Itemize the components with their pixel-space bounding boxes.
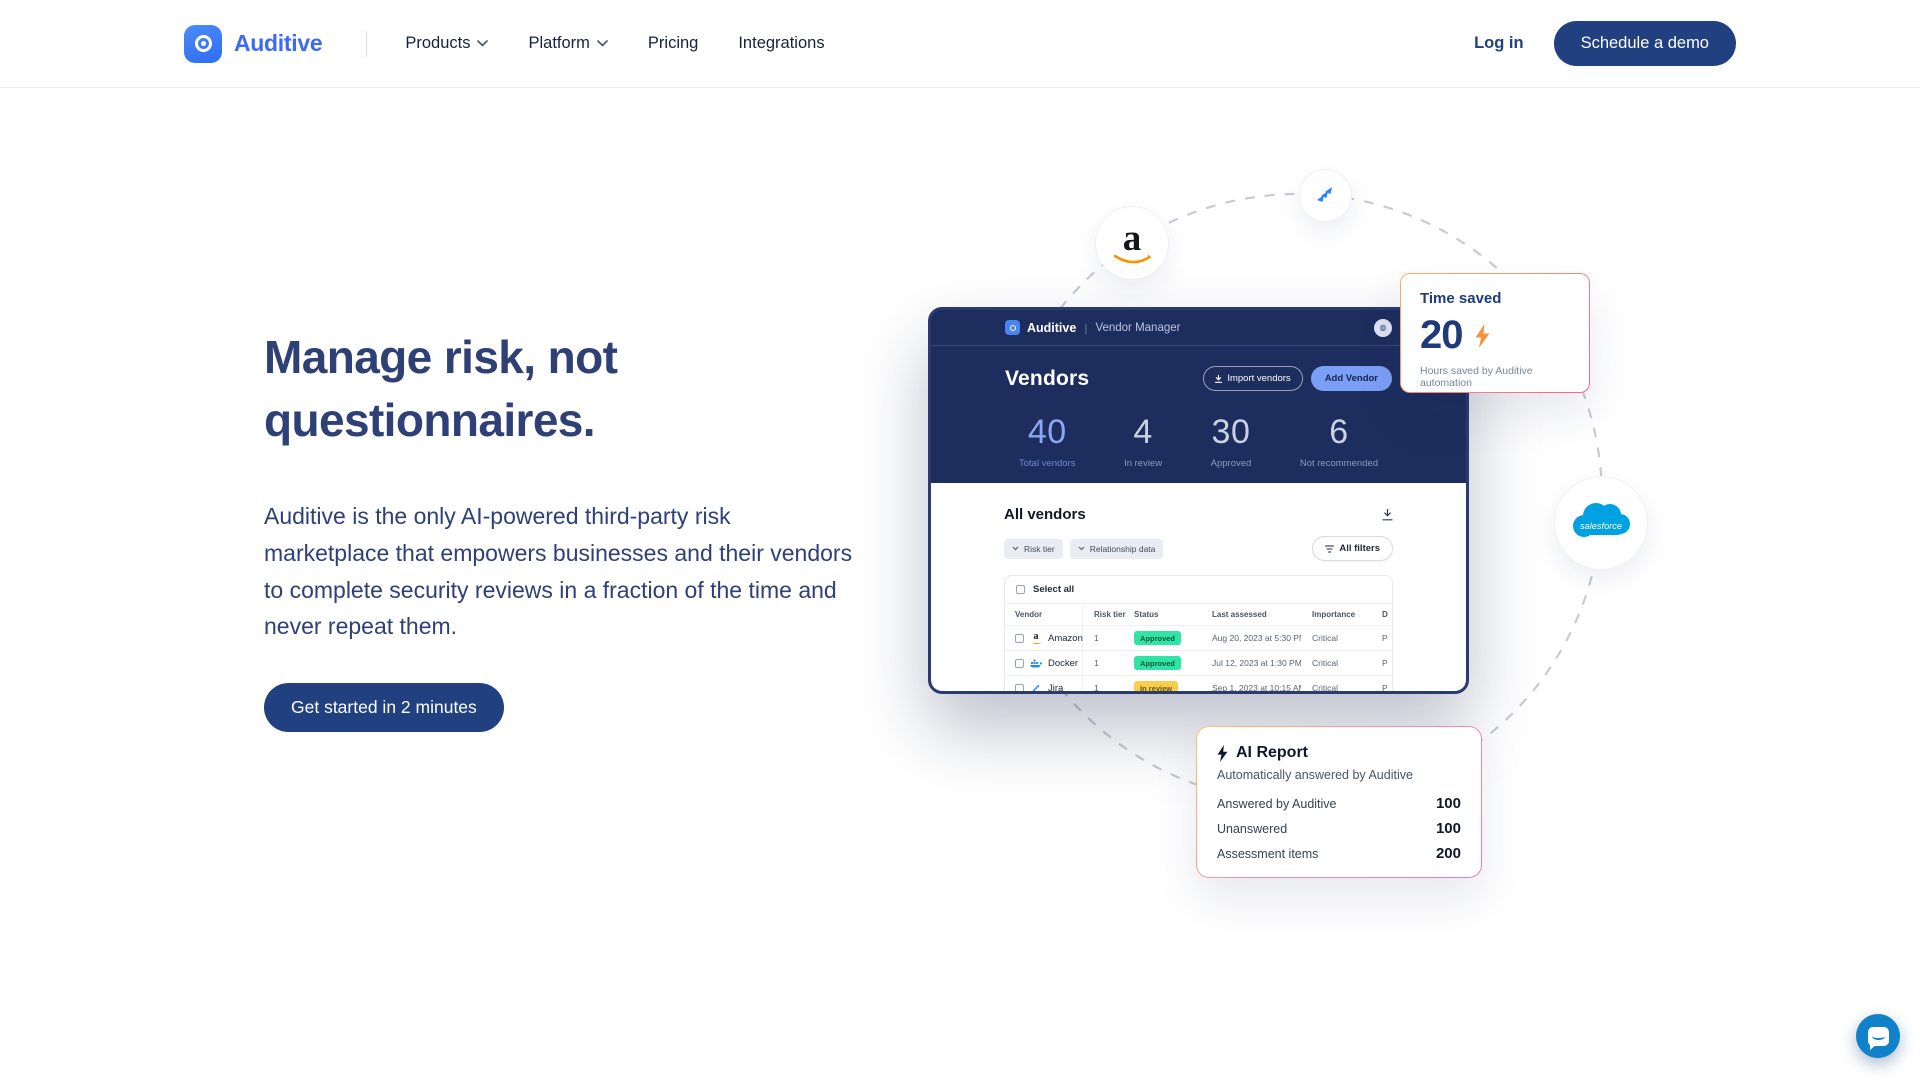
status-badge: Approved	[1134, 656, 1182, 670]
header-divider	[366, 30, 368, 57]
table-row-amazon: a Amazon 1 Approved Aug 20, 2023 at 5:30…	[1005, 625, 1392, 650]
add-vendor-button: Add Vendor	[1310, 366, 1392, 391]
stat-approved: 30 Approved	[1210, 413, 1252, 469]
row-checkbox	[1015, 658, 1024, 668]
time-saved-value: 20	[1420, 313, 1463, 357]
status-badge: In review	[1134, 681, 1179, 691]
chat-launcher-button[interactable]	[1856, 1014, 1900, 1058]
row-checkbox	[1015, 683, 1024, 691]
jira-icon	[1316, 186, 1332, 202]
hero-title: Manage risk, not questionnaires.	[264, 331, 618, 446]
amazon-icon: a	[1122, 217, 1142, 259]
select-all-checkbox	[1016, 585, 1025, 594]
time-saved-caption: Hours saved by Auditive automation	[1420, 365, 1533, 389]
status-badge: Approved	[1134, 631, 1182, 645]
all-vendors-panel: All vendors Risk tier Relationship data	[931, 483, 1466, 691]
ai-report-row: Assessment items 200	[1217, 845, 1461, 862]
nav-item-integrations[interactable]: Integrations	[738, 34, 825, 52]
auditive-mini-logo-icon	[1005, 320, 1020, 335]
risk-tier-filter-chip: Risk tier	[1004, 538, 1063, 559]
chevron-down-icon	[597, 40, 608, 47]
svg-text:salesforce: salesforce	[1580, 521, 1622, 531]
brand-name: Auditive	[234, 30, 323, 56]
vendors-title: Vendors	[1005, 366, 1090, 390]
hero-description: Auditive is the only AI-powered third-pa…	[264, 503, 853, 640]
ai-report-title: AI Report	[1236, 744, 1308, 761]
header-actions: Log in Schedule a demo	[1474, 21, 1736, 66]
get-started-button[interactable]: Get started in 2 minutes	[264, 683, 504, 732]
schedule-demo-button[interactable]: Schedule a demo	[1553, 21, 1736, 66]
auditive-logo-icon	[184, 24, 222, 63]
stat-in-review: 4 In review	[1124, 413, 1163, 469]
brand-logo[interactable]: Auditive	[184, 24, 323, 63]
jira-integration-badge	[1299, 169, 1352, 222]
row-checkbox	[1015, 633, 1024, 643]
salesforce-icon: salesforce	[1573, 503, 1630, 537]
nav-item-pricing[interactable]: Pricing	[647, 34, 699, 52]
nav-item-platform[interactable]: Platform	[528, 34, 608, 53]
main-nav: Products Platform Pricing Integrations	[405, 34, 824, 53]
window-brand: Auditive	[1027, 320, 1077, 335]
ai-report-card: AI Report Automatically answered by Audi…	[1196, 726, 1482, 878]
import-vendors-button: Import vendors	[1203, 366, 1303, 391]
docker-logo	[1030, 657, 1042, 669]
download-icon	[1382, 508, 1393, 520]
stat-total-vendors: 40 Total vendors	[1019, 413, 1076, 469]
vendor-manager-window: Auditive | Vendor Manager ◍ Vendors Impo…	[928, 307, 1469, 694]
salesforce-integration-badge: salesforce	[1554, 476, 1648, 570]
amazon-integration-badge: a	[1095, 206, 1169, 280]
ai-report-row: Unanswered 100	[1217, 820, 1461, 837]
lightning-bolt-icon	[1475, 323, 1489, 348]
chevron-down-icon	[1012, 546, 1019, 551]
time-saved-title: Time saved	[1420, 290, 1502, 307]
table-header-row: Vendor Risk tier Status Last assessed Im…	[1005, 604, 1392, 625]
vendors-header: Vendors Import vendors Add Vendor	[931, 346, 1466, 391]
filter-icon	[1325, 544, 1335, 553]
amazon-logo: a	[1031, 630, 1041, 644]
window-app-name: Vendor Manager	[1095, 321, 1181, 334]
nav-item-products[interactable]: Products	[405, 34, 489, 53]
amazon-smile-icon	[1114, 254, 1152, 264]
window-topbar: Auditive | Vendor Manager ◍	[931, 310, 1466, 346]
lightning-bolt-icon	[1217, 744, 1228, 762]
ai-report-subtitle: Automatically answered by Auditive	[1217, 768, 1413, 782]
vendor-stats: 40 Total vendors 4 In review 30 Approved…	[931, 391, 1466, 469]
table-row-docker: Docker 1 Approved Jul 12, 2023 at 1:30 P…	[1005, 650, 1392, 675]
filter-chip-row: Risk tier Relationship data All filters	[1004, 536, 1393, 561]
jira-logo	[1030, 682, 1042, 691]
chevron-down-icon	[477, 40, 489, 47]
import-icon	[1215, 374, 1223, 383]
all-filters-button: All filters	[1312, 536, 1393, 561]
ai-report-row: Answered by Auditive 100	[1217, 795, 1461, 812]
relationship-data-filter-chip: Relationship data	[1069, 538, 1164, 559]
select-all-row: Select all	[1005, 576, 1392, 604]
chevron-down-icon	[1078, 546, 1085, 551]
all-vendors-title: All vendors	[1004, 506, 1086, 523]
time-saved-card: Time saved 20 Hours saved by Auditive au…	[1400, 273, 1590, 393]
vendors-table: Select all Vendor Risk tier Status Last …	[1004, 575, 1393, 691]
stat-not-recommended: 6 Not recommended	[1299, 413, 1378, 469]
site-header: Auditive Products Platform Pricing Integ…	[0, 0, 1920, 88]
user-avatar: ◍	[1374, 318, 1392, 337]
table-row-jira: Jira 1 In review Sep 1, 2023 at 10:15 AM…	[1005, 675, 1392, 691]
login-link[interactable]: Log in	[1474, 34, 1524, 52]
chat-bubble-icon	[1867, 1026, 1889, 1050]
